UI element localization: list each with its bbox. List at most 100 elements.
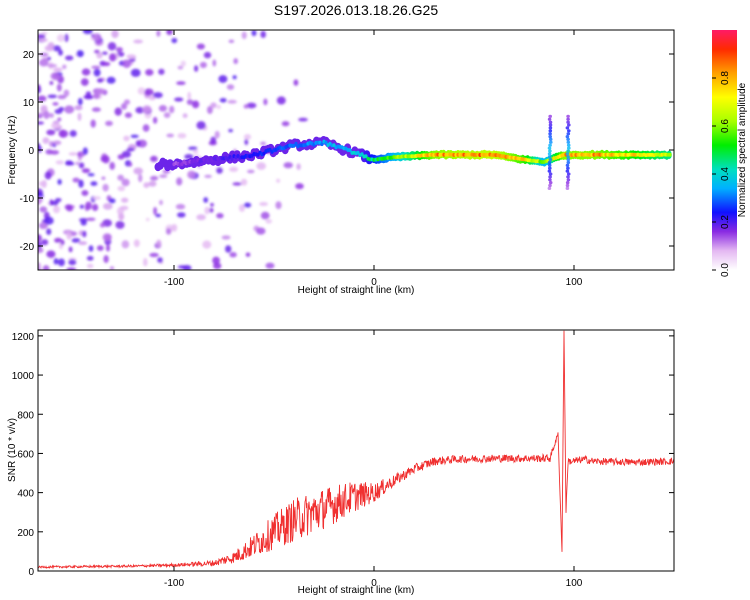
spectrogram-speckle bbox=[196, 121, 206, 130]
spectrogram-speckle bbox=[177, 65, 184, 70]
snr-x-tick-label: 100 bbox=[566, 578, 583, 589]
spectrogram-speckle bbox=[106, 76, 116, 84]
snr-y-tick-label: 600 bbox=[17, 449, 34, 460]
spectrogram-speckle bbox=[50, 72, 61, 80]
spectrogram-speckle bbox=[46, 228, 52, 235]
colorbar-tick-label: 0.8 bbox=[720, 71, 731, 85]
spectrogram-speckle bbox=[210, 102, 217, 109]
spectrogram-y-tick-label: 20 bbox=[23, 50, 35, 61]
spectrogram-speckle bbox=[176, 81, 186, 85]
spectrogram-speckle bbox=[87, 173, 95, 177]
spectrogram-speckle bbox=[187, 91, 191, 100]
spectrogram-speckle bbox=[81, 168, 91, 174]
spectrogram-speckle bbox=[46, 250, 56, 258]
spectrogram-speckle bbox=[57, 117, 62, 122]
spectrogram-speckle bbox=[68, 259, 77, 266]
spectrogram-speckle bbox=[91, 65, 101, 70]
spectrogram-speckle bbox=[212, 256, 221, 265]
spectrogram-streak bbox=[548, 172, 553, 176]
spectrogram-speckle bbox=[117, 185, 126, 192]
snr-y-axis-label: SNR (10 * v/v) bbox=[7, 418, 18, 482]
spectrogram-speckle bbox=[82, 30, 93, 35]
spectrogram-speckle bbox=[53, 67, 63, 72]
spectrogram-speckle bbox=[95, 88, 106, 95]
spectrogram-speckle bbox=[60, 129, 65, 138]
spectrogram-speckle bbox=[180, 60, 186, 67]
spectrogram-speckle bbox=[49, 199, 54, 206]
spectrogram-speckle bbox=[243, 202, 252, 208]
spectrogram-speckle bbox=[120, 103, 128, 110]
spectrogram-speckle bbox=[85, 201, 92, 210]
spectrogram-speckle bbox=[102, 183, 109, 192]
spectrogram-speckle bbox=[88, 245, 94, 252]
spectrogram-speckle bbox=[96, 52, 103, 59]
spectrogram-speckle bbox=[218, 75, 228, 83]
spectrogram-streak bbox=[566, 114, 570, 118]
spectrogram-speckle bbox=[210, 136, 217, 144]
spectrogram-streak bbox=[548, 149, 552, 153]
spectrogram-y-tick-label: -20 bbox=[20, 242, 35, 253]
spectrogram-streak bbox=[567, 129, 571, 133]
spectrogram-streak bbox=[566, 160, 571, 165]
spectrogram-speckle bbox=[153, 207, 158, 215]
spectrogram-speckle bbox=[232, 75, 237, 80]
spectrogram-speckle bbox=[137, 87, 146, 95]
spectrogram-speckle bbox=[102, 233, 112, 242]
snr-y-tick-label: 800 bbox=[17, 410, 34, 421]
spectrogram-speckle bbox=[53, 205, 60, 214]
spectrogram-speckle bbox=[145, 217, 150, 222]
spectrogram-speckle bbox=[159, 199, 163, 206]
snr-y-ticks: 0 200 400 600 800 1000 1200 bbox=[12, 332, 674, 578]
spectrogram-speckle bbox=[109, 266, 115, 270]
spectrogram-speckle bbox=[243, 104, 249, 109]
spectrogram-speckle bbox=[101, 176, 106, 180]
spectrogram-speckle bbox=[38, 84, 41, 91]
spectrogram-streak bbox=[547, 163, 552, 167]
spectrogram-y-tick-label: 10 bbox=[23, 98, 35, 109]
spectrogram-streak bbox=[548, 114, 552, 118]
spectrogram-speckle bbox=[38, 121, 44, 125]
spectrogram-streak bbox=[567, 146, 571, 150]
spectrogram-streak bbox=[565, 163, 570, 167]
spectrogram-speckle bbox=[138, 174, 143, 183]
spectrogram-speckle bbox=[227, 99, 237, 104]
spectrogram-speckle bbox=[233, 58, 238, 65]
spectrogram-speckle bbox=[46, 129, 56, 136]
spectrogram-speckle bbox=[114, 107, 122, 116]
spectrogram-speckle bbox=[81, 68, 91, 76]
spectrogram-speckle bbox=[80, 78, 89, 86]
spectrogram-speckle bbox=[117, 174, 124, 181]
spectrogram-speckle bbox=[44, 171, 52, 180]
spectrogram-speckle bbox=[55, 160, 64, 165]
spectrogram-streak bbox=[566, 117, 570, 121]
spectrogram-speckle bbox=[240, 178, 248, 186]
spectrogram-speckle bbox=[260, 141, 266, 146]
spectrogram-speckle bbox=[57, 94, 67, 100]
spectrogram-speckle bbox=[263, 98, 268, 106]
spectrogram-speckle bbox=[203, 197, 209, 203]
spectrogram-speckle bbox=[38, 112, 46, 117]
spectrogram-speckle bbox=[229, 166, 239, 172]
spectrogram-speckle bbox=[260, 211, 270, 220]
spectrogram-speckle bbox=[133, 167, 143, 175]
spectrogram-y-tick-label: -10 bbox=[20, 194, 35, 205]
colorbar-gradient bbox=[712, 30, 737, 270]
spectrogram-speckle bbox=[213, 262, 222, 270]
spectrogram-speckle bbox=[265, 262, 275, 269]
spectrogram-speckle bbox=[124, 112, 132, 118]
spectrogram-speckle bbox=[77, 97, 83, 106]
spectrogram-speckle bbox=[216, 104, 221, 110]
spectrogram-streak bbox=[565, 135, 570, 139]
spectrogram-speckle bbox=[156, 239, 162, 248]
spectrogram-speckle bbox=[176, 177, 183, 186]
snr-frame bbox=[37, 329, 675, 572]
spectrogram-speckle bbox=[90, 119, 96, 128]
spectrogram-speckle bbox=[92, 93, 100, 99]
spectrogram-speckle bbox=[163, 112, 171, 118]
spectrogram-speckle bbox=[92, 33, 102, 41]
snr-y-tick-label: 400 bbox=[17, 489, 34, 500]
spectrogram-streak bbox=[548, 183, 552, 188]
spectrogram-streak bbox=[548, 166, 552, 170]
spectrogram-speckle bbox=[109, 161, 115, 170]
spectrogram-speckle bbox=[196, 43, 205, 50]
